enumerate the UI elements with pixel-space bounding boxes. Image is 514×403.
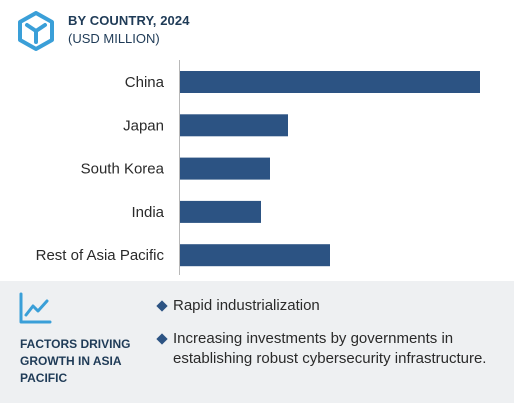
bar (180, 71, 480, 93)
growth-factors-panel: FACTORS DRIVING GROWTH IN ASIA PACIFIC R… (0, 281, 514, 403)
factors-title: FACTORS DRIVING GROWTH IN ASIA PACIFIC (20, 337, 131, 385)
factor-text: Increasing investments by governments in… (173, 330, 487, 367)
category-label: India (131, 204, 164, 221)
category-label: Rest of Asia Pacific (36, 247, 165, 264)
bar-chart: China Japan South Korea India Rest of Asia P… (36, 60, 480, 275)
category-label: China (125, 74, 165, 91)
factor-bullet-item: Increasing investments by governments in… (156, 329, 498, 369)
chart-subtitle: (USD MILLION) (68, 31, 160, 46)
factor-text: Rapid industrialization (173, 297, 320, 314)
bar (180, 244, 330, 267)
chart-title: BY COUNTRY, 2024 (68, 13, 190, 28)
chart-header: BY COUNTRY, 2024 (USD MILLION) (0, 0, 514, 60)
bar (180, 114, 288, 137)
trend-line-icon (19, 292, 52, 324)
category-label: South Korea (81, 161, 165, 178)
category-label: Japan (123, 117, 164, 134)
cube-logo-icon (18, 11, 54, 51)
factor-bullet-item: Rapid industrialization (156, 296, 498, 316)
bar (180, 200, 261, 223)
bar (180, 157, 270, 180)
